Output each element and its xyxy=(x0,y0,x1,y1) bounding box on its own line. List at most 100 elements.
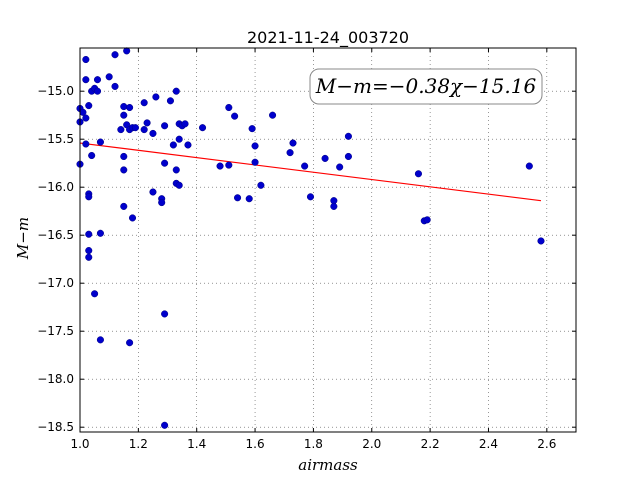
data-point xyxy=(321,154,329,162)
data-point xyxy=(175,181,183,189)
data-point xyxy=(306,193,315,201)
data-point xyxy=(225,161,233,169)
data-point xyxy=(123,47,131,55)
data-point xyxy=(330,202,338,210)
data-point xyxy=(111,82,119,90)
x-axis-label: airmass xyxy=(298,456,358,474)
plot-frame xyxy=(79,47,577,433)
y-tick-label: −17.0 xyxy=(37,276,74,290)
data-point xyxy=(161,159,169,167)
data-point xyxy=(82,114,90,122)
data-point xyxy=(225,103,233,112)
data-point xyxy=(344,152,352,161)
y-tick-label: −17.5 xyxy=(37,324,74,338)
data-point xyxy=(152,93,160,101)
data-point xyxy=(286,149,294,157)
data-point xyxy=(93,76,102,84)
data-point xyxy=(161,421,169,429)
y-axis-ticks: −15.0 −15.5 −16.0 −16.5 −17.0 −17.5 −18.0 −18.5 xyxy=(37,84,576,434)
data-point xyxy=(251,158,259,166)
data-point xyxy=(248,125,256,133)
data-point xyxy=(289,139,297,147)
data-point xyxy=(257,181,265,189)
data-point xyxy=(128,214,137,222)
data-point xyxy=(172,166,180,174)
data-point xyxy=(175,135,183,143)
data-point xyxy=(198,124,207,132)
data-point xyxy=(96,336,104,344)
data-point xyxy=(85,102,93,110)
x-tick-label: 2.0 xyxy=(362,437,381,451)
x-tick-label: 1.8 xyxy=(304,437,323,451)
data-point xyxy=(245,195,253,203)
data-point xyxy=(126,339,134,347)
y-tick-label: −18.5 xyxy=(37,420,74,434)
data-point xyxy=(525,162,533,170)
data-point xyxy=(105,73,113,81)
x-tick-label: 2.6 xyxy=(537,437,556,451)
fit-equation: M−m=−0.38χ−15.16 xyxy=(315,74,537,98)
data-point xyxy=(537,237,545,245)
data-point xyxy=(143,119,151,127)
data-points xyxy=(76,47,545,429)
data-point xyxy=(251,142,259,150)
data-point xyxy=(336,163,344,171)
data-point xyxy=(301,162,309,170)
x-axis-ticks: 1.0 1.2 1.4 1.6 1.8 2.0 2.2 2.4 2.6 xyxy=(70,48,556,451)
data-point xyxy=(161,310,169,318)
data-point xyxy=(149,188,157,196)
data-point xyxy=(140,126,148,134)
data-point xyxy=(96,229,104,237)
grid xyxy=(79,48,576,432)
data-point xyxy=(414,170,422,178)
y-tick-label: −16.5 xyxy=(37,228,74,242)
x-tick-label: 2.2 xyxy=(421,437,440,451)
data-point xyxy=(149,129,157,137)
y-tick-label: −18.0 xyxy=(37,372,74,386)
data-point xyxy=(172,87,180,95)
data-point xyxy=(111,51,119,59)
data-point xyxy=(184,141,192,149)
data-point xyxy=(85,193,93,201)
data-point xyxy=(120,202,128,210)
data-point xyxy=(169,141,177,149)
data-point xyxy=(96,138,104,146)
data-point xyxy=(131,124,139,132)
data-point xyxy=(231,112,239,120)
y-tick-label: −15.5 xyxy=(37,132,74,146)
x-tick-label: 1.4 xyxy=(187,437,206,451)
data-point xyxy=(158,199,166,207)
data-point xyxy=(120,166,128,174)
data-point xyxy=(269,111,277,119)
data-point xyxy=(85,230,93,238)
fit-line xyxy=(79,142,542,202)
data-point xyxy=(82,140,90,148)
data-point xyxy=(216,162,224,170)
data-point xyxy=(88,151,96,160)
x-tick-label: 2.4 xyxy=(479,437,498,451)
fit-line-layer xyxy=(79,142,542,202)
data-point xyxy=(344,132,352,140)
y-axis-label: M−m xyxy=(14,217,32,260)
data-point xyxy=(120,111,128,119)
data-point xyxy=(85,253,93,261)
data-point xyxy=(85,247,93,255)
data-point xyxy=(166,97,174,105)
data-point xyxy=(140,99,148,107)
data-point xyxy=(82,76,90,84)
x-tick-label: 1.6 xyxy=(246,437,265,451)
x-tick-label: 1.2 xyxy=(129,437,148,451)
fit-equation-box: M−m=−0.38χ−15.16 xyxy=(309,68,543,105)
data-point xyxy=(126,103,134,112)
data-point xyxy=(91,290,99,298)
data-point xyxy=(120,152,128,161)
data-point xyxy=(93,87,102,95)
data-point xyxy=(423,216,431,224)
data-point xyxy=(234,194,242,202)
y-tick-label: −16.0 xyxy=(37,180,74,194)
chart-title: 2021-11-24_003720 xyxy=(247,28,409,48)
data-point xyxy=(181,120,189,128)
x-tick-label: 1.0 xyxy=(70,437,89,451)
y-tick-label: −15.0 xyxy=(37,84,74,98)
